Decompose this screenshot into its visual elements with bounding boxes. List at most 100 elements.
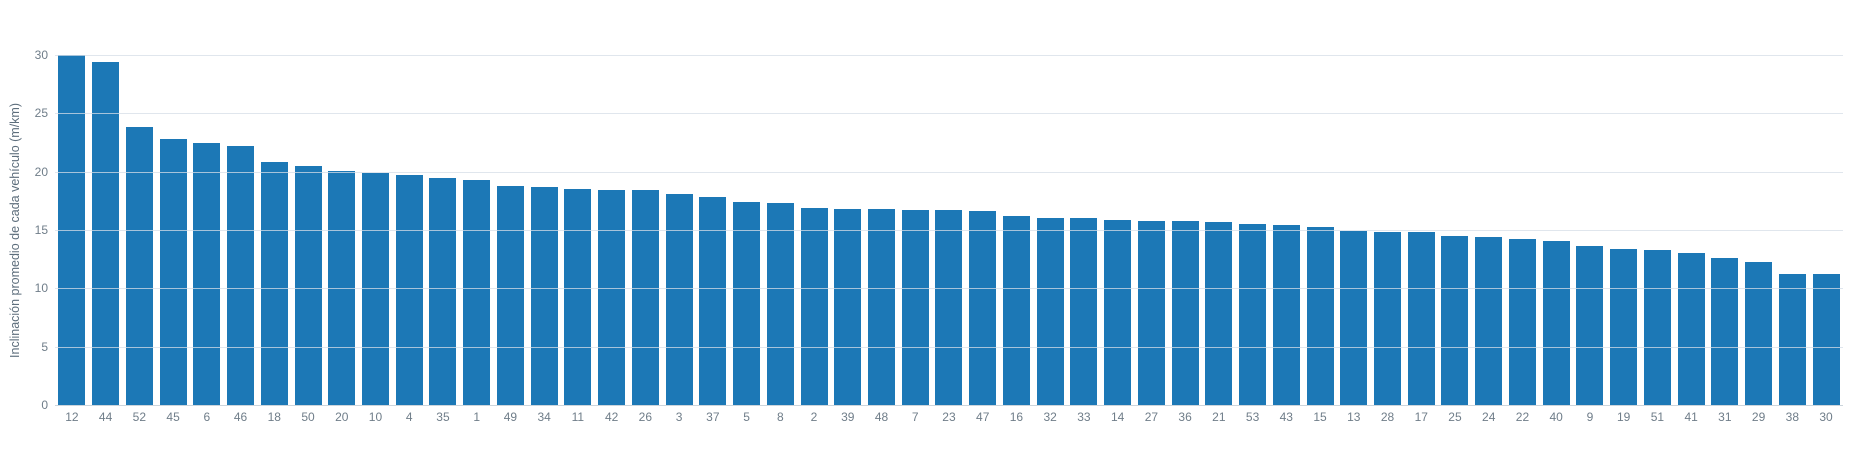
bar-25[interactable] (1441, 235, 1469, 405)
x-tick-label: 18 (267, 410, 281, 424)
bar-9[interactable] (1576, 246, 1604, 405)
x-tick-label: 43 (1279, 410, 1293, 424)
bar-17[interactable] (1407, 232, 1435, 405)
bar-39[interactable] (834, 209, 862, 405)
x-tick-label: 17 (1414, 410, 1428, 424)
bar-16[interactable] (1002, 216, 1030, 405)
x-tick-label: 26 (638, 410, 653, 424)
bar-5[interactable] (733, 202, 761, 405)
x-tick-label: 31 (1718, 410, 1732, 424)
bar-slot (628, 55, 662, 405)
bar-47[interactable] (969, 211, 997, 405)
bar-37[interactable] (699, 197, 727, 405)
bar-slot (1674, 55, 1708, 405)
x-tick-label: 39 (841, 410, 855, 424)
bar-48[interactable] (868, 209, 895, 405)
bar-34[interactable] (530, 186, 558, 405)
x-tick-label: 21 (1212, 410, 1226, 424)
bar-slot (156, 55, 190, 405)
bar-36[interactable] (1171, 220, 1199, 405)
bar-21[interactable] (1205, 221, 1233, 405)
x-tick-label: 34 (537, 410, 551, 424)
bar-38[interactable] (1778, 274, 1806, 405)
bar-11[interactable] (564, 189, 592, 405)
bar-slot (730, 55, 764, 405)
bar-32[interactable] (1036, 218, 1064, 405)
bar-2[interactable] (800, 207, 828, 405)
x-tick-label: 35 (436, 410, 450, 424)
bar-slot (291, 55, 325, 405)
y-tick-label: 20 (34, 164, 48, 179)
bar-14[interactable] (1104, 219, 1132, 405)
bar-52[interactable] (125, 127, 153, 405)
x-axis-line (55, 405, 1843, 406)
bar-slot (763, 55, 797, 405)
bar-13[interactable] (1340, 231, 1368, 405)
x-tick-label: 25 (1448, 410, 1462, 424)
bar-42[interactable] (598, 190, 626, 405)
bar-49[interactable] (496, 185, 524, 405)
bar-19[interactable] (1610, 248, 1638, 405)
bar-45[interactable] (159, 139, 187, 405)
x-tick-label: 45 (166, 410, 180, 424)
y-axis-tick-labels: 0 5 10 15 20 25 30 (0, 48, 48, 412)
bar-24[interactable] (1475, 237, 1503, 405)
x-tick-label: 6 (203, 410, 211, 424)
bar-43[interactable] (1272, 225, 1300, 405)
y-tick-label: 25 (34, 106, 48, 121)
bar-1[interactable] (463, 179, 491, 405)
x-tick-label: 46 (233, 410, 248, 424)
bar-slot (932, 55, 966, 405)
x-tick-label: 14 (1110, 410, 1125, 424)
bar-8[interactable] (766, 203, 794, 405)
x-tick-label: 19 (1616, 410, 1631, 424)
gridline-10 (55, 288, 1843, 290)
x-tick-label: 4 (405, 410, 413, 424)
x-tick-label: 23 (942, 410, 956, 424)
bar-31[interactable] (1711, 258, 1739, 405)
bar-27[interactable] (1137, 220, 1165, 405)
bar-15[interactable] (1306, 226, 1334, 405)
bar-slot (797, 55, 831, 405)
gridline-5 (55, 346, 1843, 348)
bar-26[interactable] (631, 190, 659, 405)
bar-46[interactable] (227, 146, 255, 405)
bar-35[interactable] (429, 177, 457, 405)
bar-51[interactable] (1643, 249, 1671, 405)
bar-4[interactable] (395, 175, 423, 405)
bar-23[interactable] (935, 210, 963, 405)
x-tick-label: 27 (1144, 410, 1159, 424)
bar-slot (1269, 55, 1303, 405)
x-tick-label: 32 (1043, 410, 1057, 424)
bar-slot (696, 55, 730, 405)
bar-30[interactable] (1812, 274, 1840, 405)
bar-3[interactable] (665, 193, 693, 405)
bar-18[interactable] (260, 162, 288, 405)
bar-41[interactable] (1677, 253, 1705, 405)
x-tick-label: 48 (874, 410, 889, 424)
bar-7[interactable] (901, 210, 929, 405)
plot-area (55, 55, 1843, 406)
x-tick-label: 37 (706, 410, 720, 424)
bar-29[interactable] (1745, 261, 1773, 405)
bar-53[interactable] (1239, 224, 1267, 405)
bar-40[interactable] (1542, 240, 1570, 405)
bar-33[interactable] (1070, 218, 1098, 405)
bar-22[interactable] (1508, 239, 1536, 405)
bar-slot (1168, 55, 1202, 405)
x-tick-label: 38 (1785, 410, 1799, 424)
gridline-20 (55, 171, 1843, 173)
bar-slot (1539, 55, 1573, 405)
gridline-30 (55, 55, 1843, 56)
bar-slot (1809, 55, 1843, 405)
bar-28[interactable] (1374, 232, 1401, 405)
gridline-15 (55, 230, 1843, 231)
bar-20[interactable] (328, 170, 356, 405)
x-axis-tick-labels: 12 44 52 45 6 46 18 50 20 10 4 35 1 49 34 11 42 26 3 37 5 8 2 3… (55, 410, 1843, 424)
bar-slot (494, 55, 528, 405)
bars-layer (55, 55, 1843, 405)
bar-50[interactable] (294, 165, 322, 405)
bar-44[interactable] (92, 62, 120, 405)
bar-6[interactable] (193, 142, 221, 405)
